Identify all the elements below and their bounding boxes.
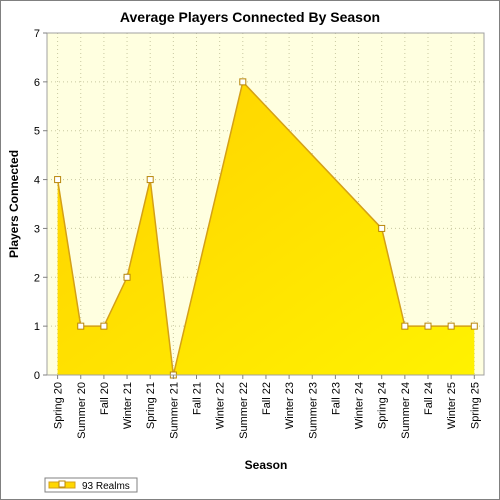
data-point [123,273,131,281]
x-tick-label: Spring 25 [469,382,481,429]
x-tick-label: Fall 20 [99,382,111,415]
data-point [239,78,247,86]
x-tick-label: Winter 23 [284,382,296,429]
legend-marker [58,480,66,488]
y-tick-label: 2 [34,272,40,284]
x-tick-label: Winter 24 [354,382,366,429]
y-tick-label: 0 [34,370,40,382]
y-tick-label: 6 [34,77,40,89]
series-line [56,80,475,376]
x-tick-label: Summer 23 [307,382,319,439]
x-tick-label: Winter 21 [122,382,134,429]
y-tick-label: 7 [34,28,40,40]
x-tick-label: Summer 20 [76,382,88,439]
y-tick-label: 1 [34,321,40,333]
series-line-path [56,80,475,376]
x-tick-label: Winter 25 [446,382,458,429]
data-point [100,322,108,330]
series-area [57,81,475,375]
series-points [54,78,478,379]
chart-title: Average Players Connected By Season [120,9,380,25]
x-tick-label: Spring 20 [53,382,65,429]
y-tick-label: 3 [34,223,40,235]
legend: 93 Realms [44,477,138,493]
x-tick-label: Summer 21 [168,382,180,439]
data-point [424,322,432,330]
x-tick-label: Spring 24 [377,382,389,429]
data-point [470,322,478,330]
x-tick-label: Summer 22 [238,382,250,439]
data-point [447,322,455,330]
area-fill [57,81,475,375]
x-tick-label: Summer 24 [400,382,412,439]
data-point [146,176,154,184]
data-point [378,224,386,232]
data-point [77,322,85,330]
x-tick-label: Winter 22 [215,382,227,429]
legend-label: 93 Realms [82,481,130,492]
x-tick-label: Fall 24 [423,382,435,415]
x-axis-ticks: Spring 20 Summer 20 Fall 20 Winter 21 Spring… [53,375,481,439]
x-tick-label: Spring 21 [145,382,157,429]
x-tick-label: Fall 21 [192,382,204,415]
y-tick-label: 4 [34,175,40,187]
y-axis-title: Players Connected [7,150,21,258]
x-axis-title: Season [245,458,288,472]
y-tick-label: 5 [34,126,40,138]
data-point [54,176,62,184]
x-tick-label: Fall 23 [330,382,342,415]
y-axis-ticks: 0 1 2 3 4 5 6 7 [34,28,47,382]
x-tick-label: Fall 22 [261,382,273,415]
data-point [401,322,409,330]
